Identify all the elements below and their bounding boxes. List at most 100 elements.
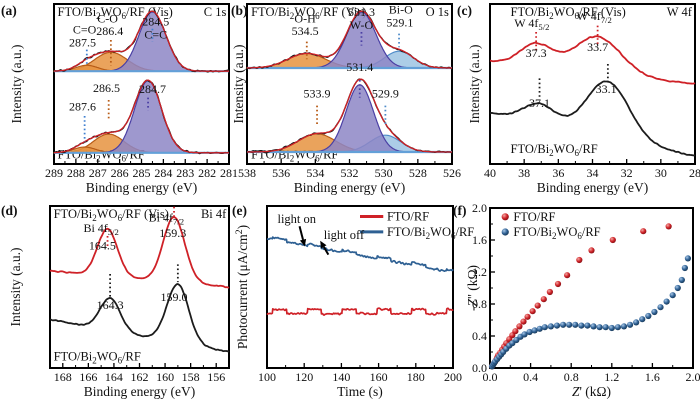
x-tick-label: 283 xyxy=(176,166,194,180)
nyquist-point xyxy=(578,322,585,329)
plot-border xyxy=(49,205,230,369)
nyquist-point xyxy=(547,323,554,330)
x-tick-label: 160 xyxy=(370,370,388,384)
peak-annotation: 159.3 xyxy=(159,226,186,240)
peak-annotation: 533.9 xyxy=(304,87,331,101)
x-tick-label: 162 xyxy=(131,370,149,384)
x-tick-label: 158 xyxy=(182,370,200,384)
y-axis-title: Intensity (a.u.) xyxy=(231,44,246,123)
peak-annotation: 286.4 xyxy=(96,24,123,38)
nyquist-point xyxy=(596,324,603,331)
peak-annotation: 159.0 xyxy=(161,290,188,304)
corner-label: C 1s xyxy=(204,5,227,19)
x-tick-label: 0.0 xyxy=(483,370,498,384)
sample-label-bottom: FTO/Bi2WO6/RF xyxy=(54,350,141,366)
panel-f: 0.0 0.4 0.8 1.2 1.6 2.0 Z' (kΩ) -Z'' (kΩ) (f) 0.0… xyxy=(453,201,700,399)
peak-annotation: C-O xyxy=(97,11,118,25)
peak-annotation: C=C xyxy=(144,27,167,41)
nyquist-point xyxy=(614,324,621,331)
legend-label: FTO/Bi2WO6/RF xyxy=(387,225,474,241)
nyquist-point xyxy=(633,319,640,326)
x-tick-label: 526 xyxy=(443,166,461,180)
nyquist-point xyxy=(681,264,688,272)
x-tick-label: 536 xyxy=(272,166,290,180)
peak-annotation: 287.5 xyxy=(69,35,96,49)
sample-title: FTO/Bi2WO6/RF (Vis) xyxy=(511,5,626,21)
nyquist-point xyxy=(576,256,583,264)
x-axis-title: Binding energy (eV) xyxy=(84,384,195,399)
legend-marker xyxy=(501,228,509,236)
nyquist-point xyxy=(626,321,634,328)
panel-c: 40 38 36 34 32 30 28 Binding energy (eV) Intensi… xyxy=(457,3,700,195)
x-tick-label: 532 xyxy=(341,166,359,180)
x-tick-label: 1.2 xyxy=(604,370,619,384)
nyquist-point xyxy=(665,223,672,230)
sample-label-bottom: FTO/Bi2WO6/RF xyxy=(511,142,598,158)
panel-a: 289 288 287 286 285 284 283 282 281 Binding energ… xyxy=(1,3,238,195)
x-tick-label: 281 xyxy=(220,166,238,180)
x-tick-label: 534 xyxy=(306,166,324,180)
xps-fit-line xyxy=(53,79,229,154)
panel-letter: (e) xyxy=(232,203,247,218)
spectrum-line xyxy=(49,283,230,353)
x-tick-label: 30 xyxy=(655,166,667,180)
panel-letter: (f) xyxy=(453,203,467,218)
legend-label: FTO/Bi2WO6/RF xyxy=(513,225,600,241)
peak-annotation: C=O xyxy=(73,23,97,37)
y-axis-title: Intensity (a.u.) xyxy=(9,44,24,123)
panel-e: 100 120 140 160 180 200 Time (s) Photocurrent (… xyxy=(232,203,474,399)
nyquist-point xyxy=(546,288,553,296)
nyquist-point xyxy=(588,247,595,254)
nyquist-point xyxy=(521,331,528,338)
annotation-label: light on xyxy=(277,212,316,226)
x-tick-label: 164 xyxy=(105,370,123,384)
nyquist-point xyxy=(529,308,536,315)
nyquist-point xyxy=(526,328,533,336)
peak-annotation: 529.1 xyxy=(386,15,413,29)
x-tick-label: 2.0 xyxy=(686,370,700,384)
nyquist-point xyxy=(531,327,538,334)
nyquist-point xyxy=(554,280,562,288)
x-tick-label: 200 xyxy=(444,370,462,384)
nyquist-point xyxy=(553,322,561,329)
nyquist-point xyxy=(678,276,685,284)
y-tick-label: 0.0 xyxy=(472,361,487,375)
nyquist-point xyxy=(640,228,647,235)
x-tick-label: 285 xyxy=(133,166,151,180)
x-tick-label: 286 xyxy=(111,166,129,180)
peak-annotation: 33.7 xyxy=(587,40,608,54)
x-tick-label: 160 xyxy=(156,370,174,384)
x-axis-title: Time (s) xyxy=(337,384,383,399)
arrow-head xyxy=(299,238,307,247)
x-tick-label: 180 xyxy=(407,370,425,384)
peak-annotation: 284.7 xyxy=(139,82,166,96)
x-tick-label: 282 xyxy=(198,166,216,180)
peak-annotation: 529.9 xyxy=(372,87,399,101)
nyquist-point xyxy=(645,312,652,320)
peak-annotation: Bi 4f5/2 xyxy=(83,221,118,237)
photocurrent-trace xyxy=(266,307,454,316)
nyquist-point xyxy=(534,302,541,309)
y-axis-title: Intensity (a.u.) xyxy=(467,44,482,123)
x-tick-label: 288 xyxy=(67,166,85,180)
peak-annotation: W-O xyxy=(350,18,374,32)
x-tick-label: 538 xyxy=(238,166,256,180)
y-tick-label: 2.0 xyxy=(472,201,487,215)
x-tick-label: 32 xyxy=(621,166,633,180)
nyquist-point xyxy=(651,308,658,316)
sample-title: FTO/Bi2WO6/RF (Vis) xyxy=(251,5,366,21)
nyquist-point xyxy=(657,304,664,311)
legend-label: FTO/RF xyxy=(387,210,429,224)
peak-annotation: W 4f5/2 xyxy=(514,16,549,32)
panel-letter: (d) xyxy=(1,203,18,218)
photocurrent-trace xyxy=(266,236,454,273)
x-tick-label: 287 xyxy=(89,166,107,180)
x-axis-title: Binding energy (eV) xyxy=(294,180,405,195)
x-axis-title: Binding energy (eV) xyxy=(537,180,648,195)
nyquist-point xyxy=(512,328,519,335)
y-axis-title: Photocurrent (μA/cm2) xyxy=(234,225,250,349)
nyquist-point xyxy=(584,322,591,329)
panel-b: 538 536 534 532 530 528 526 Binding energy (eV)… xyxy=(231,3,461,195)
